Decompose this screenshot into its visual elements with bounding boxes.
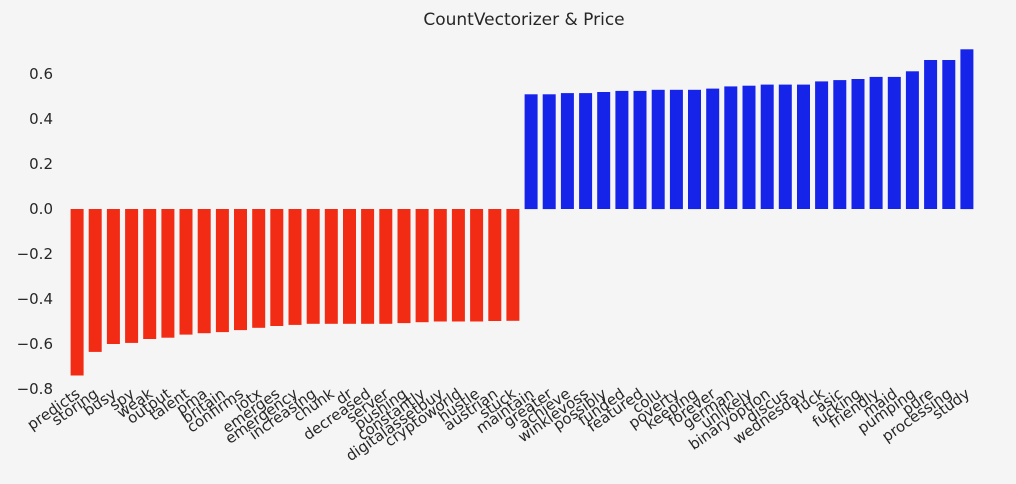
- bar-britain: [215, 209, 229, 333]
- bar-pma: [197, 209, 211, 334]
- bar-chunk: [324, 209, 338, 324]
- bar-german: [724, 86, 738, 209]
- bar-spy: [125, 209, 139, 343]
- y-tick-label: −0.8: [17, 380, 53, 398]
- bar-unlikely: [742, 85, 756, 209]
- bar-achieve: [560, 93, 574, 209]
- bar-talent: [179, 209, 193, 335]
- bar-predicts: [70, 209, 84, 376]
- bar-asic: [833, 80, 847, 209]
- bar-confirms: [234, 209, 247, 331]
- bar-friendly: [869, 76, 883, 210]
- bar-poverty: [669, 89, 683, 210]
- bar-constantly: [415, 209, 429, 323]
- y-tick-label: −0.6: [17, 335, 53, 353]
- bar-binaryoption: [760, 84, 774, 209]
- bar-busy: [106, 209, 120, 344]
- y-tick-label: 0.2: [29, 155, 53, 173]
- bar-austrian: [488, 209, 502, 321]
- bar-hustle: [470, 209, 484, 322]
- y-tick-label: −0.2: [17, 245, 53, 263]
- bar-funded: [615, 90, 629, 209]
- bar-forever: [706, 88, 720, 209]
- bar-processing: [942, 60, 956, 209]
- y-tick-label: 0.6: [29, 65, 53, 83]
- chart-title: CountVectorizer & Price: [423, 10, 624, 30]
- bar-cryptoworld: [451, 209, 465, 322]
- y-tick-label: 0.4: [29, 110, 53, 128]
- bar-dr: [343, 209, 356, 324]
- bar-weak: [143, 209, 157, 339]
- y-tick-label: 0.0: [29, 200, 53, 218]
- bar-emergency: [288, 209, 302, 325]
- bar-maid: [887, 76, 901, 210]
- bar-study: [960, 49, 974, 210]
- bar-stuck: [506, 209, 520, 321]
- bar-output: [161, 209, 175, 338]
- bar-decreased: [361, 209, 375, 324]
- bar-storing: [88, 209, 102, 352]
- bar-greater: [542, 94, 556, 210]
- bar-winklevoss: [579, 93, 593, 209]
- bar-keeping: [688, 89, 701, 210]
- y-axis: 0.6 0.4 0.2 0.0 −0.2 −0.4 −0.6 −0.8: [17, 65, 53, 398]
- bar-digitalassetbuy: [433, 209, 447, 322]
- bar-iotx: [252, 209, 266, 328]
- bars: [70, 49, 974, 376]
- bar-maintain: [524, 94, 538, 210]
- bar-server: [379, 209, 393, 324]
- bar-discus: [778, 84, 792, 209]
- bar-fucking: [851, 79, 865, 209]
- x-axis: predictsstoringbusyspyweakoutputtalentpm…: [24, 384, 974, 465]
- bar-pushing: [397, 209, 411, 324]
- bar-possibly: [597, 92, 611, 209]
- bar-colu: [651, 89, 665, 210]
- bar-wednesday: [797, 84, 810, 209]
- bar-fuck: [815, 81, 829, 209]
- bar-pumping: [905, 71, 919, 209]
- bar-emerges: [270, 209, 284, 326]
- bar-pure: [924, 60, 938, 209]
- bar-increasing: [306, 209, 320, 324]
- bar-featured: [633, 90, 647, 209]
- y-tick-label: −0.4: [17, 290, 53, 308]
